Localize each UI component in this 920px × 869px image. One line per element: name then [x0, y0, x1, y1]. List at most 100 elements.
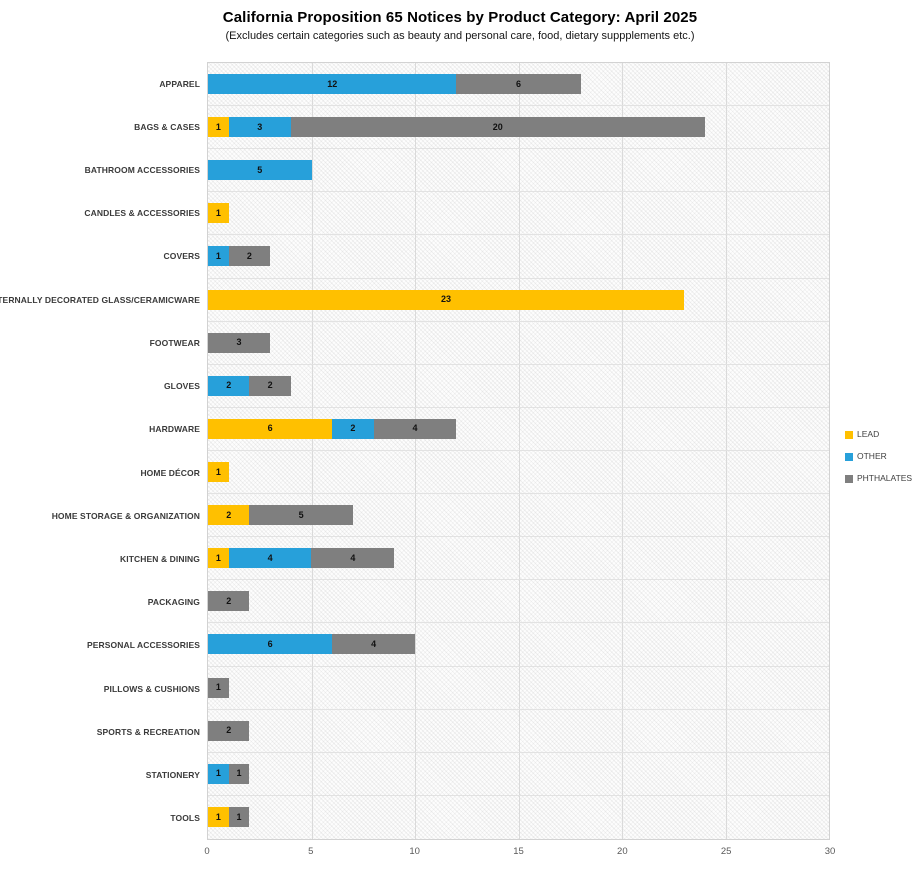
bar-segment-phthalates-hardware: 4 [373, 418, 457, 439]
chart-subtitle: (Excludes certain categories such as bea… [225, 30, 695, 42]
chart-row-sports-recreation: 2 [208, 710, 829, 753]
chart-row-kitchen-dining: 1 4 4 [208, 537, 829, 581]
data-label-other-gloves: 2 [226, 380, 232, 391]
plot-area: 12 6 1 3 20 5 1 1 2 23 3 2 2 6 2 4 1 2 5 1 4 4 2 6 4 1 2 1 1 1 1 [207, 62, 830, 840]
category-label-home-storage-organization: HOME STORAGE & ORGANIZATION [51, 510, 200, 521]
bar-segment-lead-candles-accessories: 1 [208, 203, 229, 224]
chart-row-packaging: 2 [208, 580, 829, 624]
data-label-other-stationery: 1 [215, 768, 221, 779]
data-label-lead-kitchen-dining: 1 [215, 552, 221, 563]
data-label-phthalates-pillows-cushions: 1 [215, 682, 221, 693]
legend-swatch-lead [845, 430, 853, 439]
gridline-x-20 [622, 63, 623, 839]
bar-segment-phthalates-apparel: 6 [456, 74, 581, 95]
chart-row-bags-cases: 1 3 20 [208, 106, 829, 150]
data-label-phthalates-footwear: 3 [236, 337, 242, 348]
x-axis: 0 5 10 15 20 25 30 [204, 846, 835, 860]
bar-segment-other-hardware: 2 [332, 418, 374, 439]
bar-segment-phthalates-stationery: 1 [228, 763, 250, 784]
bar-home-d-cor: 1 [208, 462, 829, 483]
bar-segment-phthalates-home-storage-organization: 5 [249, 505, 353, 526]
category-label-kitchen-dining: KITCHEN & DINING [120, 554, 200, 565]
legend-label-other: OTHER [857, 451, 887, 462]
data-label-phthalates-covers: 2 [246, 250, 252, 261]
bar-bathroom-accessories: 5 [208, 160, 829, 181]
data-label-phthalates-kitchen-dining: 4 [350, 552, 356, 563]
legend-label-phthalates: PHTHALATES [857, 473, 913, 484]
bar-segment-other-bags-cases: 3 [228, 117, 291, 138]
bar-segment-lead-kitchen-dining: 1 [208, 548, 229, 569]
data-label-lead-bags-cases: 1 [215, 121, 221, 132]
x-tick-label-0: 0 [204, 846, 210, 857]
bar-bags-cases: 1 3 20 [208, 117, 829, 138]
category-label-packaging: PACKAGING [147, 597, 200, 608]
data-label-phthalates-hardware: 4 [412, 423, 418, 434]
data-label-other-kitchen-dining: 4 [267, 552, 273, 563]
category-label-apparel: APPAREL [159, 78, 200, 89]
category-label-tools: TOOLS [170, 813, 200, 824]
bar-segment-other-gloves: 2 [208, 375, 250, 396]
x-tick-label-10: 10 [409, 846, 420, 857]
x-tick-label-25: 25 [720, 846, 732, 857]
bar-segment-lead-hardware: 6 [208, 418, 333, 439]
data-label-other-covers: 1 [215, 250, 221, 261]
bar-segment-other-bathroom-accessories: 5 [208, 160, 312, 181]
legend-item-phthalates: PHTHALATES [845, 474, 912, 483]
bar-segment-phthalates-personal-accessories: 4 [332, 634, 415, 655]
chart-row-apparel: 12 6 [208, 63, 829, 107]
data-label-phthalates-gloves: 2 [267, 380, 273, 391]
data-label-other-bathroom-accessories: 5 [257, 164, 263, 175]
bar-segment-phthalates-pillows-cushions: 1 [208, 677, 229, 698]
category-label-bags-cases: BAGS & CASES [134, 121, 200, 132]
data-label-phthalates-personal-accessories: 4 [371, 638, 377, 649]
category-label-personal-accessories: PERSONAL ACCESSORIES [87, 640, 200, 651]
data-label-lead-externally-decorated-glass-ceramicware: 23 [441, 294, 452, 305]
data-label-phthalates-apparel: 6 [515, 78, 521, 89]
bar-segment-phthalates-packaging: 2 [208, 591, 250, 612]
category-label-pillows-cushions: PILLOWS & CUSHIONS [103, 683, 200, 694]
category-label-candles-accessories: CANDLES & ACCESSORIES [84, 208, 200, 219]
x-tick-label-20: 20 [617, 846, 628, 857]
category-label-gloves: GLOVES [163, 381, 200, 392]
bar-sports-recreation: 2 [208, 720, 829, 741]
bar-segment-lead-tools: 1 [208, 807, 229, 828]
bar-segment-phthalates-kitchen-dining: 4 [311, 548, 395, 569]
bar-externally-decorated-glass-ceramicware: 23 [208, 289, 829, 310]
legend-item-lead: LEAD [845, 430, 912, 439]
bar-segment-phthalates-tools: 1 [228, 807, 250, 828]
bar-packaging: 2 [208, 591, 829, 612]
chart-title: California Proposition 65 Notices by Pro… [222, 9, 698, 26]
data-label-phthalates-sports-recreation: 2 [226, 725, 232, 736]
legend-label-lead: LEAD [857, 429, 880, 440]
legend-item-other: OTHER [845, 452, 912, 461]
category-label-externally-decorated-glass-ceramicware: EXTERNALLY DECORATED GLASS/CERAMICWARE [0, 294, 200, 305]
data-label-lead-home-d-cor: 1 [215, 466, 221, 477]
category-axis: APPAREL BAGS & CASES BATHROOM ACCESSORIES C… [0, 62, 200, 840]
bar-segment-phthalates-sports-recreation: 2 [208, 720, 250, 741]
category-label-covers: COVERS [163, 251, 200, 262]
gridline-x-5 [311, 63, 313, 839]
data-label-phthalates-bags-cases: 20 [492, 121, 503, 132]
data-label-lead-hardware: 6 [267, 423, 273, 434]
legend-swatch-other [845, 452, 853, 461]
chart-row-pillows-cushions: 1 [208, 667, 829, 710]
gridline-x-25 [725, 63, 727, 839]
chart-row-hardware: 6 2 4 [208, 408, 829, 451]
bar-hardware: 6 2 4 [208, 418, 829, 439]
chart-row-externally-decorated-glass-ceramicware: 23 [208, 279, 829, 322]
bar-segment-lead-home-d-cor: 1 [208, 462, 229, 483]
bar-segment-phthalates-footwear: 3 [208, 332, 271, 353]
data-label-lead-candles-accessories: 1 [215, 207, 221, 218]
bar-segment-phthalates-bags-cases: 20 [290, 117, 705, 138]
chart-row-bathroom-accessories: 5 [208, 149, 829, 193]
